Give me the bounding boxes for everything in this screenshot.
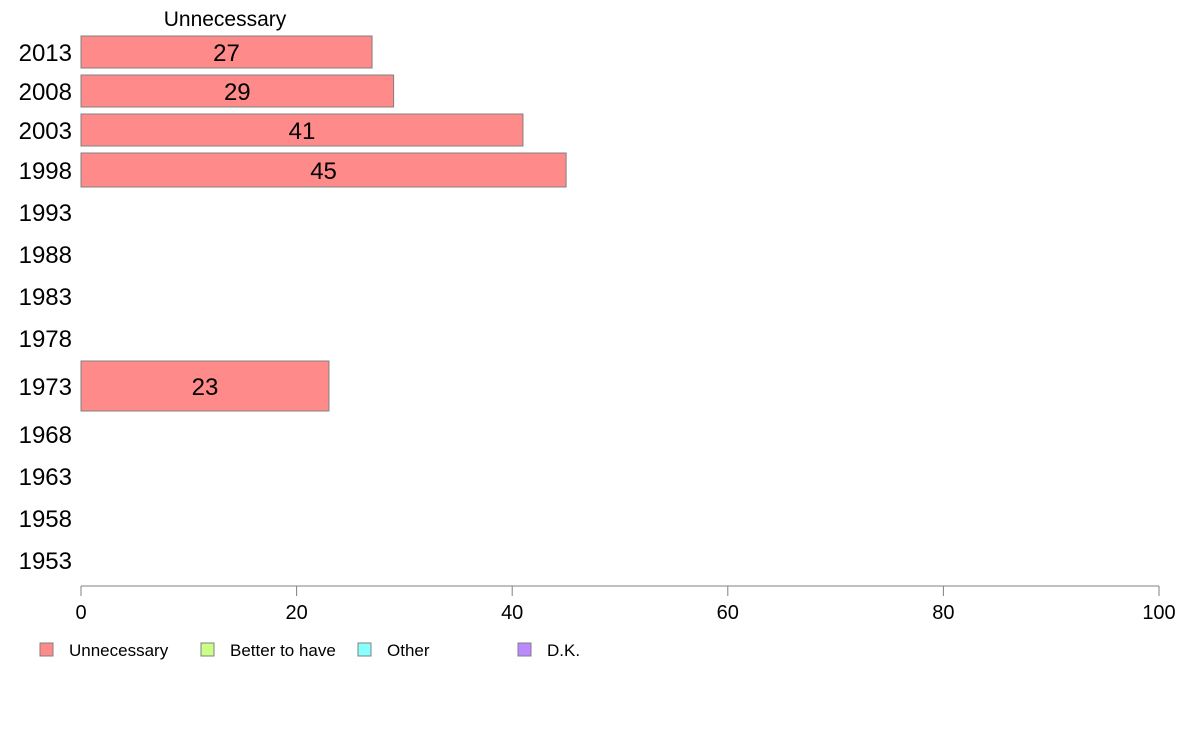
y-tick-label-1993: 1993 <box>19 200 72 227</box>
legend-label-better-to-have: Better to have <box>230 641 336 660</box>
legend-swatch-other <box>357 642 372 657</box>
x-tick-label-60: 60 <box>717 602 739 624</box>
y-tick-label-1973: 1973 <box>19 374 72 401</box>
y-tick-label-1998: 1998 <box>19 158 72 185</box>
y-tick-label-1963: 1963 <box>19 464 72 491</box>
legend-swatch-unnecessary <box>39 642 54 657</box>
x-tick-label-0: 0 <box>75 602 86 624</box>
x-tick-label-80: 80 <box>932 602 954 624</box>
y-tick-label-1958: 1958 <box>19 506 72 533</box>
bar-2008 <box>80 74 395 108</box>
y-tick-label-1983: 1983 <box>19 284 72 311</box>
bar-label-2013: 27 <box>213 40 240 67</box>
bar-label-2003: 41 <box>289 118 316 145</box>
y-axis-labels: 2013 2008 2003 1998 1993 1988 1983 1978 1973 1968… <box>19 40 72 575</box>
legend: Unnecessary Better to have Other D.K. <box>39 641 580 660</box>
bar-label-1973: 23 <box>192 374 219 401</box>
legend-swatch-better-to-have <box>200 642 215 657</box>
legend-label-unnecessary: Unnecessary <box>69 641 169 660</box>
column-title: Unnecessary <box>164 8 287 31</box>
column-title-layer: Unnecessary <box>164 8 287 31</box>
x-tick-label-20: 20 <box>285 602 307 624</box>
y-tick-label-1953: 1953 <box>19 548 72 575</box>
y-tick-label-2008: 2008 <box>19 79 72 106</box>
x-tick-label-40: 40 <box>501 602 523 624</box>
bar-1998 <box>80 152 567 188</box>
bar-2003 <box>80 113 524 147</box>
y-tick-label-2003: 2003 <box>19 118 72 145</box>
y-tick-label-1988: 1988 <box>19 242 72 269</box>
y-tick-label-1968: 1968 <box>19 422 72 449</box>
bar-label-1998: 45 <box>310 158 337 185</box>
bars-layer: 27 29 41 45 23 <box>80 35 567 412</box>
x-tick-label-100: 100 <box>1142 602 1175 624</box>
x-axis: 0 20 40 60 80 100 <box>75 585 1176 624</box>
bar-1973 <box>80 360 330 412</box>
bar-2013 <box>80 35 373 69</box>
legend-label-d-k-: D.K. <box>547 641 580 660</box>
legend-swatch-d-k- <box>517 642 532 657</box>
bar-label-2008: 29 <box>224 79 251 106</box>
legend-label-other: Other <box>387 641 430 660</box>
y-tick-label-2013: 2013 <box>19 40 72 67</box>
y-tick-label-1978: 1978 <box>19 326 72 353</box>
